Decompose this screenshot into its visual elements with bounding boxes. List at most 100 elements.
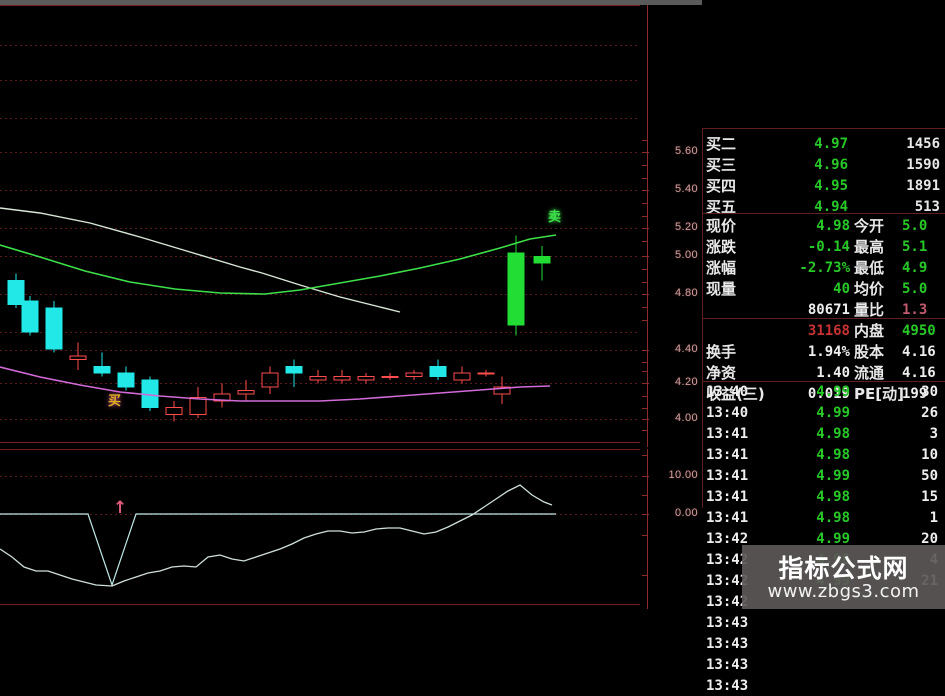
indicator-border (0, 449, 640, 450)
stat-value: -0.14 (807, 239, 850, 255)
price-gridline (0, 118, 640, 119)
tick-row[interactable]: 13:40 4.99 26 (702, 403, 945, 423)
stat-value: 1.40 (816, 365, 850, 381)
axis-minor-tick (642, 535, 647, 536)
stat-row: 净资 1.40 流通 4.16 (702, 363, 945, 383)
ma-line-magenta (0, 366, 551, 402)
price-gridline (0, 80, 640, 81)
stat-value-secondary: 4.16 (902, 365, 936, 381)
stat-value: 40 (833, 281, 850, 297)
tick-price: 4.99 (816, 531, 850, 547)
stat-value-secondary: 1.3 (902, 302, 928, 318)
axis-tick (642, 514, 649, 515)
candle-body (285, 365, 303, 374)
axis-minor-tick (642, 430, 647, 431)
stat-label-secondary: 最低 (854, 259, 885, 277)
stat-value-secondary: 199 (902, 386, 928, 402)
tick-price: 4.98 (816, 426, 850, 442)
tick-price: 4.98 (816, 510, 850, 526)
candle-body (93, 365, 111, 374)
tick-row[interactable]: 13:41 4.98 3 (702, 424, 945, 444)
candle-body (493, 386, 511, 395)
tick-volume: 26 (921, 405, 938, 421)
candlestick-plot (0, 207, 557, 422)
stat-row: 现量 40 均价 5.0 (702, 279, 945, 299)
orderbook-price: 4.94 (814, 199, 848, 215)
tick-volume: 20 (921, 531, 938, 547)
watermark-title: 指标公式网 (778, 554, 909, 583)
axis-price-label: 5.60 (674, 145, 698, 157)
price-chart-pane[interactable]: 卖 买 (0, 5, 640, 447)
ma-line-white (261, 272, 401, 313)
orderbook-volume: 1891 (906, 178, 940, 194)
axis-minor-tick (642, 203, 647, 204)
tick-time: 13:40 (706, 384, 749, 400)
tick-row[interactable]: 13:41 4.98 15 (702, 487, 945, 507)
orderbook-level-label: 买四 (706, 177, 737, 195)
orderbook-volume: 1456 (906, 136, 940, 152)
axis-minor-tick (642, 575, 647, 576)
candle-body (507, 252, 525, 326)
axis-price-label: 5.40 (674, 183, 698, 195)
orderbook-row[interactable]: 买二 4.97 1456 (702, 134, 945, 154)
axis-tick (642, 152, 649, 153)
buy-marker: 买 (108, 394, 122, 409)
tick-row[interactable]: 13:41 4.98 1 (702, 508, 945, 528)
tick-volume: 30 (921, 384, 938, 400)
tick-volume: 10 (921, 447, 938, 463)
tick-time: 13:40 (706, 405, 749, 421)
indicator-pane[interactable]: ↑ (0, 449, 640, 609)
orderbook-row[interactable]: 买三 4.96 1590 (702, 155, 945, 175)
tick-volume: 50 (921, 468, 938, 484)
indicator-border (0, 604, 640, 605)
orderbook-row[interactable]: 买五 4.94 513 (702, 197, 945, 217)
axis-minor-tick (642, 165, 647, 166)
tick-time: 13:42 (706, 531, 749, 547)
tick-row[interactable]: 13:42 4.99 20 (702, 529, 945, 549)
orderbook-volume: 1590 (906, 157, 940, 173)
axis-minor-tick (642, 307, 647, 308)
price-gridline (0, 419, 640, 420)
stat-value: -2.73% (799, 260, 850, 276)
indicator-signal-line (0, 484, 553, 587)
axis-tick (642, 419, 649, 420)
axis-minor-tick (642, 178, 647, 179)
arrow-up-marker: ↑ (113, 498, 128, 518)
stat-value-secondary: 4950 (902, 323, 936, 339)
orderbook-price: 4.97 (814, 136, 848, 152)
tick-time: 13:41 (706, 426, 749, 442)
stat-label-secondary: 最高 (854, 238, 885, 256)
tick-time: 13:43 (706, 636, 749, 652)
quote-panel[interactable]: 买二 4.97 1456 买三 4.96 1590 买四 4.95 1891 买五 4.94 513 … (702, 0, 945, 694)
candle-body (381, 376, 399, 379)
tick-row[interactable]: 13:41 4.98 10 (702, 445, 945, 465)
tick-time: 13:41 (706, 468, 749, 484)
axis-minor-tick (642, 495, 647, 496)
axis-price-label: 5.20 (674, 221, 698, 233)
tick-row[interactable]: 13:41 4.99 50 (702, 466, 945, 486)
tick-time: 13:43 (706, 657, 749, 673)
tick-row[interactable]: 13:43 (702, 655, 945, 675)
tick-row[interactable]: 13:43 (702, 676, 945, 696)
quote-separator (702, 128, 945, 129)
tick-row[interactable]: 13:43 (702, 634, 945, 654)
axis-minor-tick (642, 216, 647, 217)
stat-row: 31168 内盘 4950 (702, 321, 945, 341)
candle-body (309, 376, 327, 381)
price-gridline (0, 350, 640, 351)
axis-price-label: 4.80 (674, 287, 698, 299)
candle-body (165, 407, 183, 416)
tick-row[interactable]: 13:40 4.99 30 (702, 382, 945, 402)
tick-row[interactable]: 13:42 (702, 592, 945, 612)
axis-indicator-label: 10.00 (668, 469, 698, 481)
price-gridline (0, 332, 640, 333)
candle-body (405, 372, 423, 378)
stat-label: 收益(三) (706, 385, 765, 403)
price-gridline (0, 190, 640, 191)
orderbook-row[interactable]: 买四 4.95 1891 (702, 176, 945, 196)
tick-row[interactable]: 13:43 (702, 613, 945, 633)
quote-separator (702, 213, 945, 214)
candle-body (477, 372, 495, 375)
axis-tick (642, 256, 649, 257)
